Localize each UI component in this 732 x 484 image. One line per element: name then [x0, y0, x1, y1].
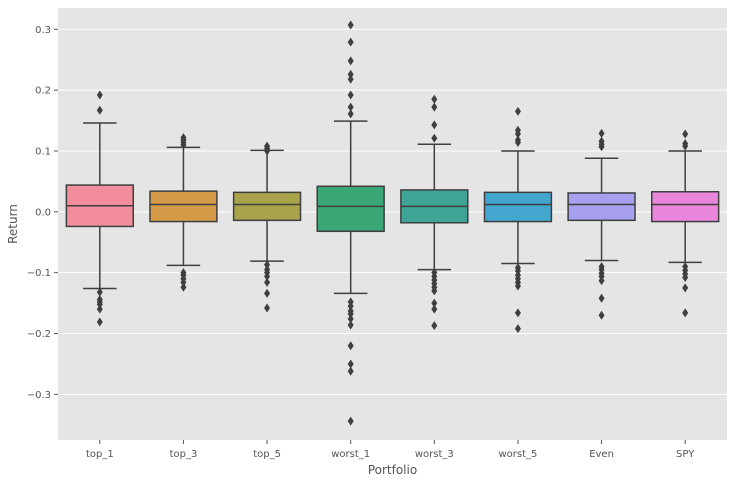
outlier-point: [347, 320, 354, 330]
outlier-point: [598, 310, 605, 320]
x-tick-label: SPY: [676, 449, 695, 460]
outlier-point: [431, 304, 438, 314]
outlier-point: [598, 142, 605, 152]
outlier-point: [347, 109, 354, 119]
outlier-point: [431, 94, 438, 104]
outlier-point: [514, 106, 521, 116]
y-tick-label: 0.2: [35, 86, 51, 97]
outlier-point: [682, 308, 689, 318]
outlier-point: [431, 286, 438, 296]
iqr-box: [650, 191, 720, 223]
outlier-point: [264, 303, 271, 313]
outlier-point: [96, 90, 103, 100]
y-tick-label: −0.1: [27, 268, 51, 279]
outlier-point: [347, 416, 354, 426]
outlier-point: [180, 282, 187, 292]
outlier-point: [431, 321, 438, 331]
outlier-point: [264, 260, 271, 270]
box-top-1: [65, 90, 135, 327]
y-tick-label: −0.3: [27, 390, 51, 401]
iqr-box: [567, 192, 636, 222]
outlier-point: [514, 129, 521, 139]
x-tick-label: worst_5: [498, 449, 537, 460]
x-tick-label: top_5: [253, 449, 281, 460]
box-even: [567, 128, 636, 320]
outlier-point: [347, 309, 354, 319]
outlier-point: [264, 288, 271, 298]
x-tick-label: top_3: [170, 449, 198, 460]
outlier-point: [514, 308, 521, 318]
outlier-point: [347, 301, 354, 311]
x-tick-label: worst_1: [331, 449, 370, 460]
outlier-point: [598, 128, 605, 138]
outlier-point: [682, 273, 689, 283]
outlier-point: [431, 298, 438, 308]
y-tick-label: 0.1: [35, 146, 51, 157]
outlier-point: [431, 133, 438, 143]
outlier-point: [180, 140, 187, 150]
outlier-point: [96, 299, 103, 309]
y-axis: −0.3 −0.2 −0.1 0.0 0.1 0.2 0.3: [27, 25, 58, 401]
x-axis: top_1 top_3 top_5 worst_1 worst_3 worst_5 Even…: [86, 440, 695, 460]
iqr-box: [316, 185, 385, 233]
outlier-point: [264, 277, 271, 287]
outlier-point: [96, 317, 103, 327]
box-top-5: [232, 141, 302, 313]
outlier-point: [682, 283, 689, 293]
outlier-point: [347, 20, 354, 30]
outlier-point: [96, 304, 103, 314]
outlier-point: [96, 287, 103, 297]
box-top-3: [149, 133, 218, 292]
outlier-point: [180, 277, 187, 287]
y-tick-label: 0.3: [35, 25, 51, 36]
outlier-point: [347, 366, 354, 376]
outlier-point: [431, 102, 438, 112]
outlier-point: [514, 324, 521, 334]
outlier-point: [514, 281, 521, 291]
outlier-point: [431, 120, 438, 130]
x-axis-title: Portfolio: [368, 463, 417, 477]
outlier-point: [347, 341, 354, 351]
outlier-point: [264, 271, 271, 281]
x-tick-label: top_1: [86, 449, 114, 460]
outlier-point: [347, 37, 354, 47]
x-tick-label: worst_3: [415, 449, 454, 460]
y-axis-title: Return: [6, 204, 20, 244]
outlier-point: [598, 293, 605, 303]
outlier-point: [264, 146, 271, 156]
outlier-point: [347, 90, 354, 100]
box-worst-3: [400, 94, 469, 331]
box-spy: [650, 129, 720, 318]
outlier-point: [347, 359, 354, 369]
iqr-box: [149, 190, 218, 223]
iqr-box: [232, 191, 302, 222]
outlier-point: [347, 74, 354, 84]
y-tick-label: −0.2: [27, 329, 51, 340]
box-worst-5: [483, 106, 553, 334]
outlier-point: [347, 56, 354, 66]
outlier-point: [96, 105, 103, 115]
outlier-point: [598, 276, 605, 286]
box-series: [65, 20, 720, 426]
outlier-point: [347, 102, 354, 112]
outlier-point: [514, 137, 521, 147]
outlier-point: [347, 69, 354, 79]
y-tick-label: 0.0: [35, 207, 51, 218]
plot-background: [58, 8, 727, 440]
x-tick-label: Even: [589, 449, 614, 460]
outlier-point: [682, 141, 689, 151]
box-worst-1: [316, 20, 385, 426]
iqr-box: [483, 191, 553, 223]
outlier-point: [682, 129, 689, 139]
outlier-point: [347, 314, 354, 324]
